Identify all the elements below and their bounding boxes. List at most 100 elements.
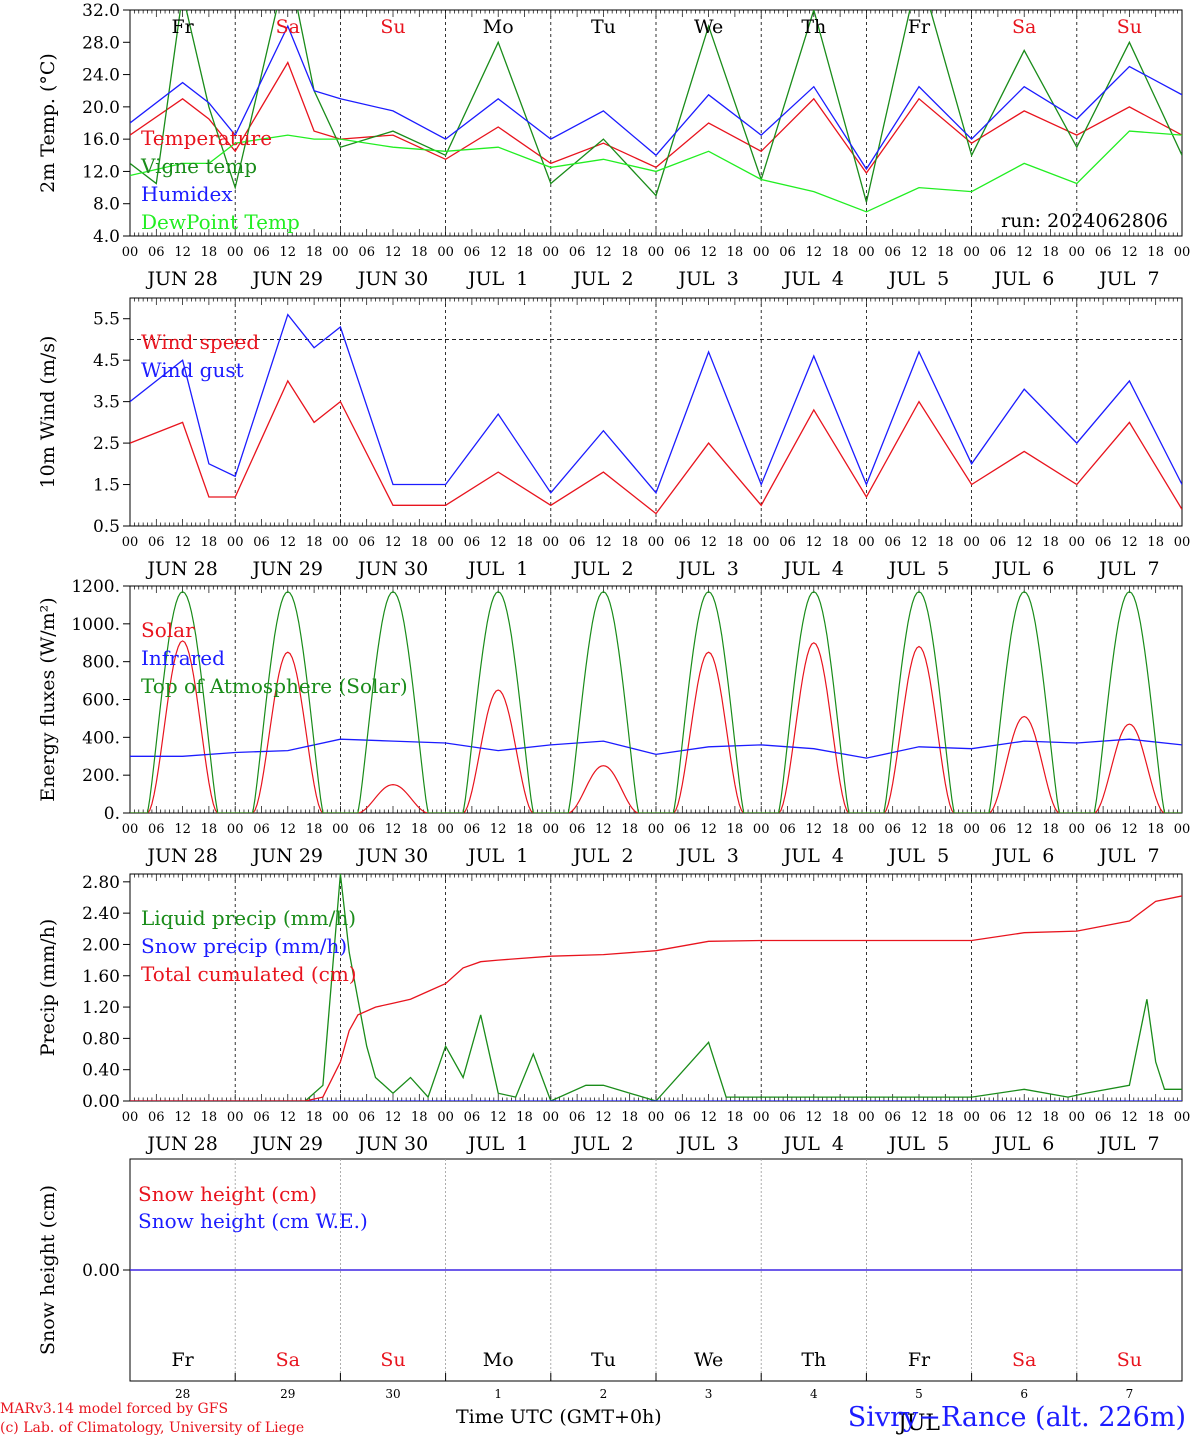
series-humidex (130, 24, 1182, 171)
date-label: JUL 6 (992, 558, 1054, 580)
hour-label: 18 (201, 535, 218, 550)
hour-label: 00 (122, 245, 139, 260)
hour-label: 18 (411, 535, 428, 550)
hour-label: 00 (753, 245, 770, 260)
hour-label: 18 (937, 822, 954, 837)
legend-series-snow-height-cm-w-e: Snow height (cm W.E.) (138, 1209, 368, 1233)
time-axis-title: Time UTC (GMT+0h) (456, 1406, 662, 1428)
y-tick-label: 400. (82, 728, 120, 748)
hour-label: 00 (227, 535, 244, 550)
hour-label: 06 (569, 245, 586, 260)
weekday-label: Su (380, 1349, 405, 1371)
date-label: JUN 29 (251, 1133, 323, 1155)
weekday-label: Tu (591, 16, 616, 38)
site-name: Sivry−Rance (alt. 226m) (847, 1402, 1186, 1433)
legend-series-infrared: Infrared (141, 646, 225, 670)
y-tick-label: 2.5 (93, 434, 120, 454)
weekday-label: We (694, 1349, 723, 1371)
y-tick-label: 0.5 (93, 517, 120, 537)
series-temperature (130, 61, 1182, 175)
date-label: JUN 30 (356, 1133, 428, 1155)
date-label: JUL 2 (571, 1133, 633, 1155)
weekday-label: Sa (1012, 16, 1036, 38)
date-label: JUL 4 (782, 845, 844, 867)
hour-label: 12 (490, 245, 507, 260)
hour-label: 06 (990, 245, 1007, 260)
hour-label: 06 (884, 245, 901, 260)
hour-label: 00 (332, 535, 349, 550)
hour-label: 12 (700, 822, 717, 837)
hour-label: 12 (385, 535, 402, 550)
hour-label: 06 (464, 535, 481, 550)
hour-label: 12 (490, 1110, 507, 1125)
series-group (130, 10, 1182, 213)
weekday-label: Th (801, 16, 826, 38)
weekday-label: We (694, 16, 723, 38)
weekday-label: Su (380, 16, 405, 38)
hour-label: 06 (674, 535, 691, 550)
panel-flux: 00 06 12 18 00 06 12 18 00 06 12 18 00 06 12 18 00 06 12 18… (37, 577, 1190, 867)
y-tick-label: 0.80 (82, 1029, 120, 1049)
hour-label: 06 (779, 245, 796, 260)
hour-label: 00 (437, 1110, 454, 1125)
hour-label: 00 (1174, 535, 1191, 550)
weekday-label: Su (1117, 16, 1142, 38)
hour-label: 06 (358, 245, 375, 260)
hour-label: 12 (911, 1110, 928, 1125)
series-vigne-temp (130, 10, 1182, 203)
y-tick-label: 1200. (71, 577, 120, 597)
hour-label: 12 (280, 535, 297, 550)
hour-label: 00 (963, 822, 980, 837)
legend-series-total-cumulated-cm: Total cumulated (cm) (141, 962, 357, 986)
hour-label: 12 (595, 1110, 612, 1125)
hour-label: 00 (858, 245, 875, 260)
date-label: JUL 2 (571, 558, 633, 580)
day-number: 2 (600, 1387, 608, 1401)
date-label: JUL 4 (782, 268, 844, 290)
y-tick-label: 1.60 (82, 967, 120, 987)
weekday-label: Mo (483, 16, 514, 38)
day-number: 29 (280, 1387, 295, 1401)
hour-label: 18 (621, 245, 638, 260)
credit-line-2: (c) Lab. of Climatology, University of L… (0, 1420, 305, 1436)
hour-label: 06 (990, 1110, 1007, 1125)
hour-label: 12 (700, 1110, 717, 1125)
y-tick-label: 0.40 (82, 1061, 120, 1081)
date-label: JUL 3 (676, 558, 738, 580)
hour-label: 06 (358, 1110, 375, 1125)
hour-label: 12 (280, 1110, 297, 1125)
hour-label: 18 (727, 535, 744, 550)
hour-label: 18 (411, 1110, 428, 1125)
hour-label: 06 (884, 535, 901, 550)
hour-label: 12 (174, 535, 191, 550)
date-label: JUL 6 (992, 268, 1054, 290)
y-tick-label: 200. (82, 766, 120, 786)
hour-label: 06 (779, 822, 796, 837)
date-label: JUN 30 (356, 268, 428, 290)
hour-label: 12 (1016, 245, 1033, 260)
hour-label: 06 (358, 535, 375, 550)
y-tick-label: 32.0 (82, 1, 120, 21)
hour-label: 18 (516, 535, 533, 550)
hour-label: 12 (595, 535, 612, 550)
hour-label: 12 (280, 822, 297, 837)
hour-label: 18 (727, 245, 744, 260)
day-number: 6 (1020, 1387, 1028, 1401)
series-infrared (130, 738, 1182, 759)
hour-label: 12 (700, 245, 717, 260)
hour-label: 12 (806, 245, 823, 260)
date-label: JUL 3 (676, 845, 738, 867)
date-label: JUL 6 (992, 1133, 1054, 1155)
date-label: JUN 30 (356, 845, 428, 867)
y-tick-label: 800. (82, 653, 120, 673)
series-dewpoint-temp (130, 130, 1182, 213)
y-axis-label: Snow height (cm) (37, 1185, 59, 1355)
hour-label: 00 (227, 1110, 244, 1125)
hour-label: 06 (464, 245, 481, 260)
weekday-label: Fr (908, 16, 931, 38)
date-label: JUN 29 (251, 845, 323, 867)
date-label: JUL 7 (1097, 845, 1159, 867)
weekday-label: Fr (171, 1349, 194, 1371)
date-label: JUL 4 (782, 558, 844, 580)
hour-label: 00 (122, 822, 139, 837)
